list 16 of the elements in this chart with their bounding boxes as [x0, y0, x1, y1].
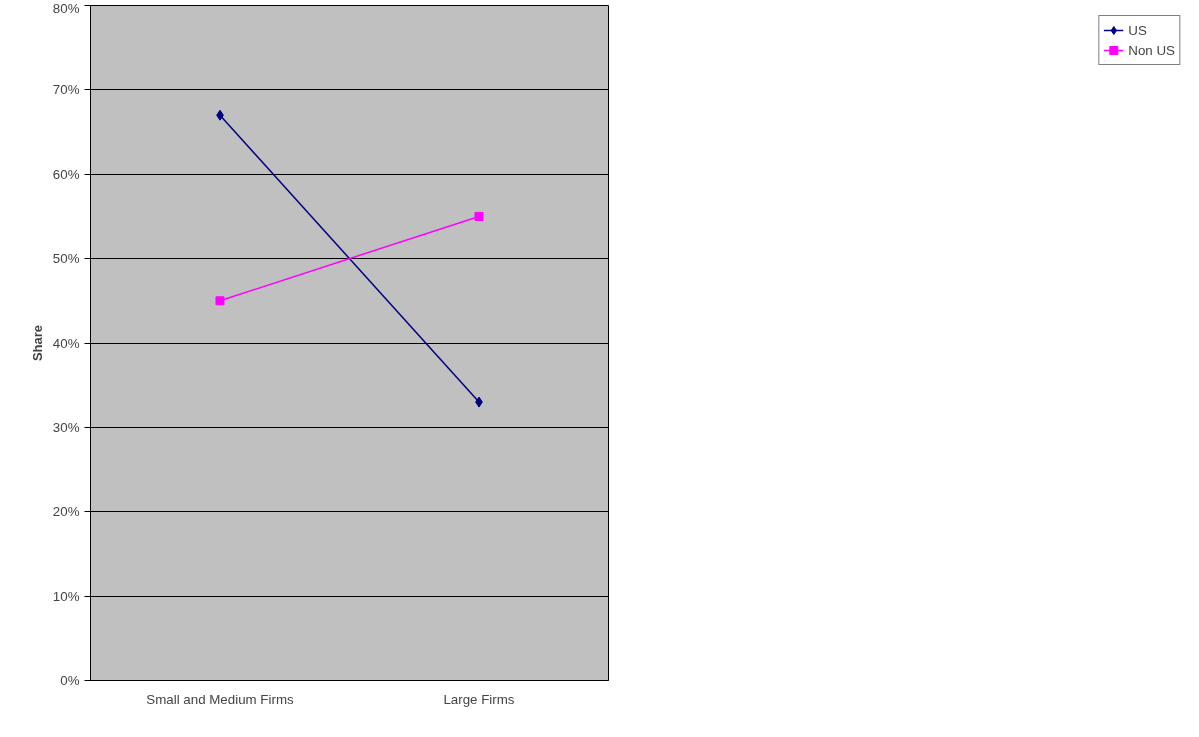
- y-tick-label: 70%: [52, 82, 80, 98]
- x-tick-label: Large Firms: [443, 691, 515, 707]
- x-tick-label: Small and Medium Firms: [146, 691, 295, 707]
- y-axis-title: Share: [29, 324, 45, 362]
- y-tick-label: 10%: [52, 588, 80, 604]
- point: [215, 296, 225, 306]
- y-tick-label: 40%: [52, 335, 80, 351]
- y-tick-label: 20%: [52, 504, 80, 520]
- y-tick-label: 50%: [52, 251, 80, 267]
- point: [474, 211, 484, 221]
- y-tick-label: 30%: [52, 419, 80, 435]
- legend-label: Non US: [1128, 42, 1175, 58]
- y-tick-label: 80%: [52, 0, 80, 16]
- legend-label: US: [1128, 22, 1148, 38]
- y-tick-label: 0%: [60, 673, 80, 688]
- y-tick-label: 60%: [52, 166, 80, 182]
